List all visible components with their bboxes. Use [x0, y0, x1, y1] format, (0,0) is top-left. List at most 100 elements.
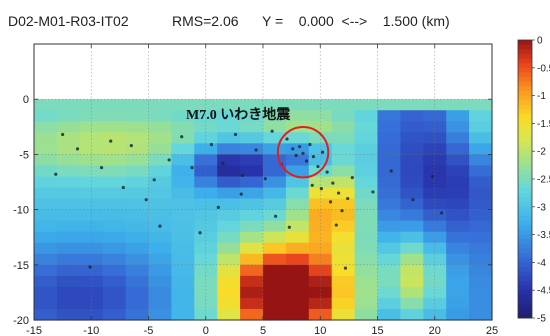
- heatmap-cell: [34, 110, 58, 122]
- heatmap-cell: [56, 154, 81, 167]
- heatmap-cell: [285, 88, 310, 100]
- heatmap-cell: [102, 264, 127, 277]
- heatmap-cell: [79, 286, 104, 299]
- heatmap-cell: [56, 88, 81, 100]
- heatmap-cell: [194, 121, 218, 133]
- heatmap-cell: [308, 66, 333, 78]
- heatmap-cell: [194, 44, 218, 56]
- heatmap-cell: [148, 55, 172, 67]
- heatmap-cell: [148, 143, 172, 155]
- heatmap-cell: [34, 308, 58, 321]
- heatmap-cell: [400, 99, 424, 111]
- heatmap-cell: [171, 275, 195, 288]
- heatmap-cell: [194, 55, 218, 67]
- heatmap-cell: [263, 220, 287, 233]
- heatmap-cell: [308, 176, 333, 189]
- heatmap-cell: [56, 231, 81, 244]
- heatmap-cell: [354, 165, 379, 178]
- heatmap-cell: [377, 66, 401, 78]
- heatmap-cell: [79, 55, 104, 67]
- heatmap-cell: [125, 44, 150, 56]
- colorbar-swatch: [518, 104, 532, 110]
- heatmap-cell: [217, 286, 241, 299]
- heatmap-cell: [446, 176, 470, 189]
- heatmap-cell: [148, 154, 172, 167]
- hypocenter-dots: [54, 129, 444, 270]
- heatmap-cell: [125, 187, 150, 200]
- hypocenter-dot: [336, 191, 341, 195]
- heatmap-cell: [285, 143, 310, 155]
- heatmap-cell: [446, 187, 470, 200]
- heatmap-cell: [446, 231, 470, 244]
- hypocenter-dot: [389, 169, 393, 173]
- heatmap-cell: [217, 88, 241, 100]
- heatmap-cell: [377, 308, 401, 321]
- heatmap-cell: [240, 275, 264, 288]
- heatmap-cell: [331, 121, 356, 133]
- heatmap-cell: [56, 121, 81, 133]
- heatmap-cell: [217, 253, 241, 266]
- heatmap-cell: [400, 231, 424, 244]
- heatmap-cell: [400, 275, 424, 288]
- heatmap-cell: [56, 264, 81, 277]
- heatmap-cell: [148, 165, 172, 178]
- heatmap-cell: [125, 209, 150, 222]
- heatmap-cell: [56, 110, 81, 122]
- hypocenter-dot: [233, 132, 238, 137]
- heatmap-cell: [171, 220, 195, 233]
- heatmap-cell: [194, 275, 218, 288]
- colorbar-swatch: [518, 206, 532, 212]
- heatmap-cell: [377, 143, 401, 155]
- heatmap-cell: [79, 132, 104, 144]
- heatmap-cell: [400, 143, 424, 155]
- heatmap-cell: [171, 264, 195, 277]
- colorbar-swatch: [518, 100, 532, 106]
- heatmap-cell: [400, 308, 424, 321]
- colorbar-swatch: [518, 248, 532, 254]
- heatmap-cell: [56, 55, 81, 67]
- heatmap-cell: [263, 110, 287, 122]
- heatmap-cell: [125, 242, 150, 255]
- heatmap-cell: [240, 198, 264, 211]
- heatmap-cell: [354, 132, 379, 144]
- heatmap-cell: [469, 275, 493, 288]
- heatmap-cell: [79, 110, 104, 122]
- heatmap-cell: [56, 176, 81, 189]
- hypocenter-dot: [109, 139, 113, 143]
- colorbar-swatch: [518, 183, 532, 189]
- heatmap-cell: [354, 220, 379, 233]
- heatmap-cell: [240, 154, 264, 167]
- heatmap-cell: [217, 99, 241, 111]
- heatmap-cell: [125, 231, 150, 244]
- heatmap-cell: [331, 55, 356, 67]
- x-axis: -15 -10 -5 0 5 10 15 20 25: [26, 44, 498, 336]
- heatmap-cell: [331, 143, 356, 155]
- colorbar: [518, 40, 532, 319]
- heatmap-cell: [263, 55, 287, 67]
- heatmap-cell: [217, 220, 241, 233]
- heatmap-cell: [446, 264, 470, 277]
- heatmap-cell: [240, 132, 264, 144]
- heatmap-cell: [354, 66, 379, 78]
- heatmap-cell: [377, 154, 401, 167]
- heatmap-cell: [263, 297, 287, 310]
- heatmap-cell: [377, 132, 401, 144]
- heatmap-cell: [194, 209, 218, 222]
- colorbar-swatch: [518, 109, 532, 115]
- heatmap-cell: [354, 77, 379, 89]
- colorbar-swatch: [518, 114, 532, 120]
- heatmap-cell: [34, 297, 58, 310]
- heatmap-cell: [240, 121, 264, 133]
- hypocenter-dot: [273, 214, 278, 218]
- heatmap-cell: [171, 77, 195, 89]
- heatmap-cell: [79, 308, 104, 321]
- heatmap-cell: [171, 66, 195, 78]
- heatmap-cell: [263, 286, 287, 299]
- heatmap-cell: [285, 220, 310, 233]
- hypocenter-dot: [287, 225, 291, 229]
- hypocenter-dot: [99, 166, 104, 170]
- heatmap-cell: [102, 77, 127, 89]
- heatmap-cell: [469, 176, 493, 189]
- heatmap-cell: [469, 308, 493, 321]
- heatmap-cell: [331, 187, 356, 200]
